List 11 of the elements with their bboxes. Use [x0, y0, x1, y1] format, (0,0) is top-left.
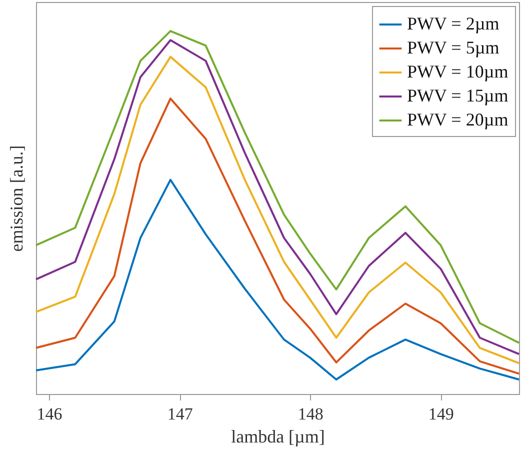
x-axis-title: lambda [µm] [231, 426, 325, 446]
legend-label: PWV = 15µm [407, 86, 508, 106]
x-tick-label: 147 [167, 404, 194, 424]
x-tick-label: 146 [36, 404, 62, 424]
legend-label: PWV = 5µm [407, 38, 500, 58]
legend-label: PWV = 20µm [407, 110, 508, 130]
x-tick-label: 148 [298, 404, 324, 424]
y-axis-title: emission [a.u.] [6, 145, 26, 252]
legend-label: PWV = 10µm [407, 62, 508, 82]
x-tick-label: 149 [428, 404, 454, 424]
legend-label: PWV = 2µm [407, 14, 500, 34]
